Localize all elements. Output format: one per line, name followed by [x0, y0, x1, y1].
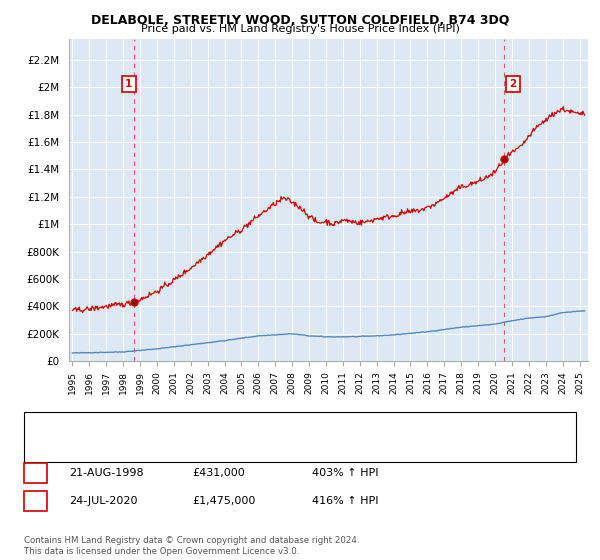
Text: Price paid vs. HM Land Registry's House Price Index (HPI): Price paid vs. HM Land Registry's House …	[140, 24, 460, 34]
Text: 416% ↑ HPI: 416% ↑ HPI	[312, 496, 379, 506]
Text: HPI: Average price, detached house, Walsall: HPI: Average price, detached house, Wals…	[69, 441, 299, 451]
Text: £431,000: £431,000	[192, 468, 245, 478]
Text: 2: 2	[32, 496, 39, 506]
Text: 1: 1	[125, 80, 133, 89]
Text: ———: ———	[39, 440, 76, 453]
Text: £1,475,000: £1,475,000	[192, 496, 256, 506]
Text: DELABOLE, STREETLY WOOD, SUTTON COLDFIELD, B74 3DQ (detached house): DELABOLE, STREETLY WOOD, SUTTON COLDFIEL…	[69, 419, 478, 429]
Text: ———: ———	[39, 417, 76, 431]
Text: 403% ↑ HPI: 403% ↑ HPI	[312, 468, 379, 478]
Text: Contains HM Land Registry data © Crown copyright and database right 2024.
This d: Contains HM Land Registry data © Crown c…	[24, 536, 359, 556]
Text: 2: 2	[509, 80, 517, 89]
Text: 1: 1	[32, 468, 39, 478]
Text: DELABOLE, STREETLY WOOD, SUTTON COLDFIELD, B74 3DQ: DELABOLE, STREETLY WOOD, SUTTON COLDFIEL…	[91, 14, 509, 27]
Text: 21-AUG-1998: 21-AUG-1998	[69, 468, 143, 478]
Text: 24-JUL-2020: 24-JUL-2020	[69, 496, 137, 506]
